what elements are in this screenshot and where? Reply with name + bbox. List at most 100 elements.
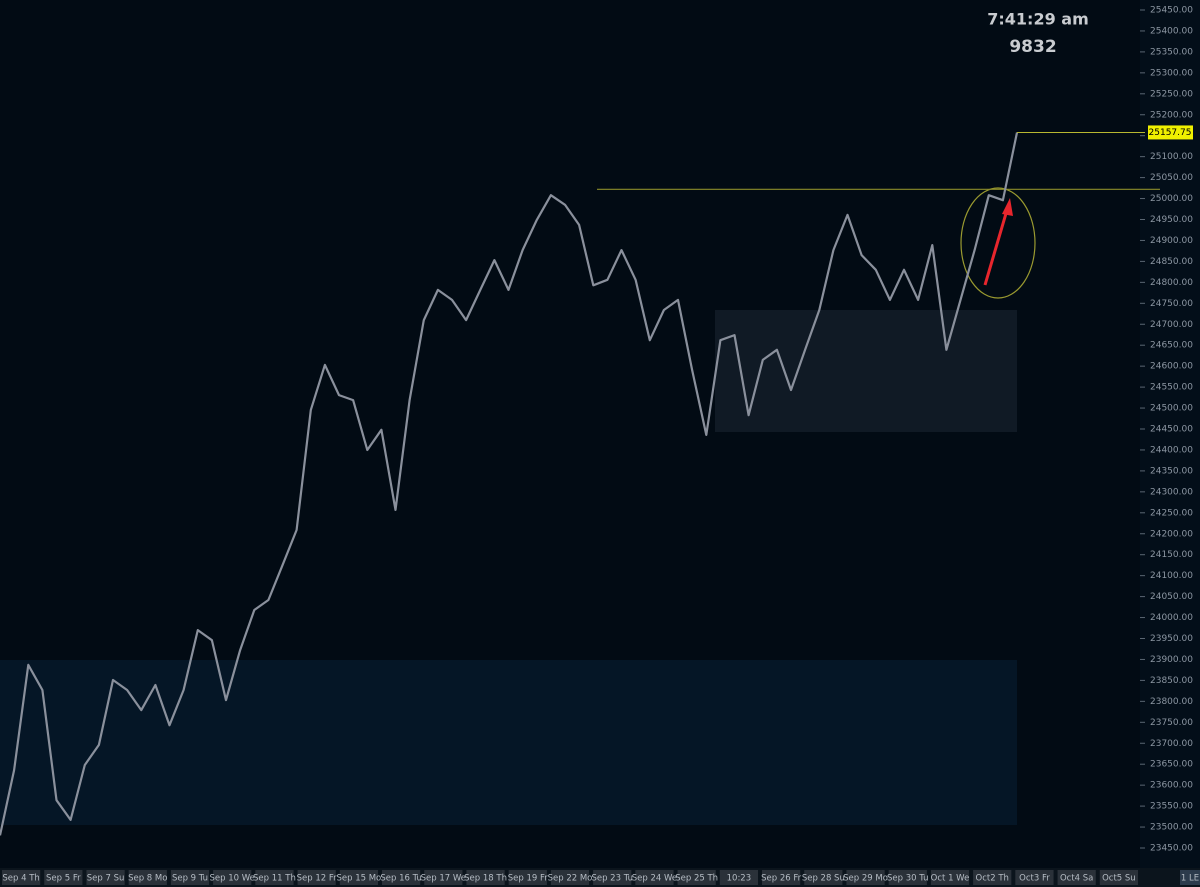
x-tick-box	[719, 870, 758, 885]
y-tick-label: 23850.00	[1150, 676, 1193, 686]
x-tick-box	[550, 870, 590, 885]
x-tick-box	[593, 870, 632, 885]
y-tick-label: 23500.00	[1150, 823, 1193, 833]
y-tick-label: 25200.00	[1150, 110, 1193, 120]
y-tick-label: 24100.00	[1150, 571, 1193, 581]
x-tick-box	[128, 870, 167, 885]
highlight-ellipse	[960, 187, 1036, 299]
y-tick-label: 24650.00	[1150, 341, 1193, 351]
x-tick-label: Sep 16 Tu	[380, 874, 422, 884]
x-tick-box	[424, 870, 463, 885]
y-tick-label: 25450.00	[1150, 6, 1193, 16]
x-tick-label: 10:23	[727, 874, 752, 884]
y-tick-label: 25300.00	[1150, 68, 1193, 78]
x-tick-label: Sep 8 Mo	[128, 874, 167, 884]
y-tick-label: 24600.00	[1150, 362, 1193, 372]
x-tick-label: Sep 22 Mo	[548, 874, 593, 884]
button[interactable]	[1180, 870, 1200, 885]
x-tick-label: Sep 18 Th	[464, 874, 507, 884]
x-tick-label: Sep 29 Mo	[843, 874, 888, 884]
y-tick-label: 23700.00	[1150, 739, 1193, 749]
x-tick-box	[762, 870, 801, 885]
y-tick-label: 24850.00	[1150, 257, 1193, 267]
y-tick-label: 23900.00	[1150, 655, 1193, 665]
arrow	[983, 209, 1009, 286]
y-tick-label: 24050.00	[1150, 592, 1193, 602]
x-tick-box	[1057, 870, 1096, 885]
y-tick-label: 23800.00	[1150, 697, 1193, 707]
y-tick-label: 24250.00	[1150, 508, 1193, 518]
y-tick-label: 25250.00	[1150, 89, 1193, 99]
button-label[interactable]: 1 LE	[1181, 874, 1199, 884]
x-tick-label: Sep 11 Th	[253, 874, 296, 884]
y-tick-label: 24900.00	[1150, 236, 1193, 246]
y-tick-label: 25400.00	[1150, 26, 1193, 36]
x-tick-box	[2, 870, 41, 885]
y-tick-label: 24750.00	[1150, 299, 1193, 309]
y-tick-label: 24150.00	[1150, 550, 1193, 560]
x-tick-box	[86, 870, 125, 885]
x-tick-label: Sep 5 Fr	[46, 874, 81, 884]
y-tick-label: 23600.00	[1150, 781, 1193, 791]
x-tick-label: Sep 24 We	[632, 874, 677, 884]
x-tick-box	[170, 870, 210, 885]
x-tick-label: Sep 30 Tu	[887, 874, 929, 884]
x-tick-box	[297, 870, 336, 885]
y-tick-label: 25100.00	[1150, 152, 1193, 162]
x-tick-label: Sep 17 We	[421, 874, 466, 884]
x-tick-box	[339, 870, 378, 885]
y-tick-label: 23950.00	[1150, 634, 1193, 644]
x-tick-label: Oct 1 We	[931, 874, 970, 884]
price-axis	[1140, 0, 1200, 868]
x-tick-box	[213, 870, 252, 885]
y-tick-label: 24950.00	[1150, 215, 1193, 225]
x-tick-box	[44, 870, 83, 885]
y-tick-label: 23550.00	[1150, 802, 1193, 812]
x-tick-label: Oct5 Su	[1102, 874, 1136, 884]
counter: 9832	[1009, 37, 1056, 57]
x-tick-box	[973, 870, 1012, 885]
x-tick-box	[635, 870, 674, 885]
y-tick-label: 24500.00	[1150, 404, 1193, 414]
y-tick-label: 23650.00	[1150, 760, 1193, 770]
price-line	[0, 132, 1019, 836]
x-tick-box	[1015, 870, 1054, 885]
x-tick-label: Sep 19 Fr	[508, 874, 549, 884]
x-tick-box	[466, 870, 505, 885]
y-tick-label: 24350.00	[1150, 466, 1193, 476]
arrow-head	[1002, 198, 1013, 216]
x-tick-label: Sep 10 We	[210, 874, 255, 884]
x-tick-box	[930, 870, 970, 885]
x-tick-label: Sep 9 Tu	[172, 874, 208, 884]
x-tick-box	[255, 870, 294, 885]
zone	[0, 660, 1017, 825]
x-tick-label: Sep 4 Th	[2, 874, 39, 884]
y-tick-label: 25350.00	[1150, 47, 1193, 57]
x-tick-label: Sep 12 Fr	[297, 874, 338, 884]
x-tick-label: Sep 15 Mo	[336, 874, 381, 884]
y-tick-label: 23450.00	[1150, 844, 1193, 854]
x-tick-label: Sep 28 Su	[802, 874, 845, 884]
y-tick-label: 24450.00	[1150, 425, 1193, 435]
y-tick-label: 25000.00	[1150, 194, 1193, 204]
x-tick-label: Sep 23 Tu	[591, 874, 633, 884]
y-tick-label: 24000.00	[1150, 613, 1193, 623]
last-price-box	[1148, 125, 1193, 140]
y-tick-label: 24800.00	[1150, 278, 1193, 288]
y-tick-label: 23750.00	[1150, 718, 1193, 728]
zone	[715, 310, 1017, 432]
x-tick-label: Sep 26 Fr	[761, 874, 802, 884]
x-tick-label: Oct4 Sa	[1060, 874, 1093, 884]
last-price-label: 25157.75	[1149, 128, 1192, 138]
y-tick-label: 24400.00	[1150, 445, 1193, 455]
x-tick-box	[888, 870, 927, 885]
x-tick-box	[1099, 870, 1138, 885]
clock: 7:41:29 am	[987, 10, 1089, 29]
x-tick-label: Sep 25 Th	[675, 874, 718, 884]
x-tick-label: Oct3 Fr	[1019, 874, 1050, 884]
x-tick-label: Sep 7 Su	[87, 874, 125, 884]
x-tick-box	[804, 870, 843, 885]
y-tick-label: 24200.00	[1150, 529, 1193, 539]
x-tick-label: Oct2 Th	[976, 874, 1009, 884]
